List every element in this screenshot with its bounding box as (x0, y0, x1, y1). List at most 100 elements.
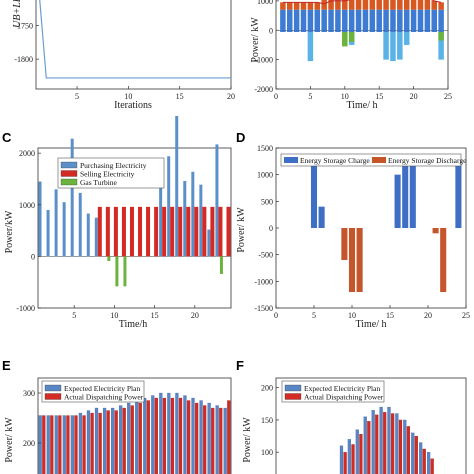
bar-purchasing (70, 138, 74, 257)
x-tick-label: 10 (341, 92, 349, 101)
bar-selling (194, 206, 199, 257)
bar-plan (94, 407, 99, 474)
bar-segment-blue (280, 9, 286, 31)
panel-b-xlabel: Time/ h (346, 100, 377, 111)
panel-e-ylabel: Power/ kW (4, 417, 15, 463)
bar-neg-cyan (403, 32, 410, 45)
y-tick-label: 100 (261, 448, 273, 457)
y-tick-label: -1750 (14, 22, 33, 31)
bar-segment-blue (410, 9, 417, 31)
bar-segment-blue (293, 9, 300, 31)
bar-actual (359, 434, 363, 474)
bar-actual (154, 397, 159, 474)
bar-gas-turbine (219, 256, 223, 274)
bar-neg-blue (438, 30, 444, 33)
x-tick-label: 20 (227, 92, 235, 101)
panel-f-frame (275, 377, 467, 474)
bar-neg-blue (300, 30, 307, 33)
bar-neg-blue (403, 30, 410, 33)
bar-neg-cyan (390, 32, 396, 62)
bar-actual (367, 421, 371, 474)
bar-segment-orange (410, 0, 417, 10)
x-tick-label: 25 (444, 92, 452, 101)
bar-selling (202, 206, 207, 257)
bar-actual (50, 415, 54, 474)
bar-selling (129, 206, 134, 257)
bar-purchasing (167, 156, 171, 257)
bar-plan (215, 405, 219, 474)
bar-actual (203, 405, 207, 474)
bar-neg-blue (376, 30, 382, 33)
bar-segment-blue (307, 9, 314, 31)
bar-purchasing (191, 171, 195, 257)
x-tick-label: 20 (191, 311, 199, 320)
bar-plan (207, 402, 211, 474)
bar-actual (138, 402, 142, 474)
legend-label: Actual Dispatching Power (304, 393, 384, 402)
bar-segment-orange (438, 2, 444, 10)
x-tick-label: 10 (348, 311, 356, 320)
x-tick-label: 15 (151, 311, 159, 320)
bar-segment-blue (383, 9, 389, 31)
y-tick-label: 1500 (257, 144, 273, 153)
bar-segment-blue (348, 9, 355, 31)
bar-neg-blue (348, 30, 355, 33)
bar-segment-blue (390, 9, 396, 31)
bar-plan (62, 415, 66, 474)
x-tick-label: 5 (312, 311, 316, 320)
bar-segment-blue (355, 9, 362, 31)
bar-plan (339, 445, 344, 474)
panel-a: -1750 -1800 5 10 15 20 UB+LB Iterations (12, 0, 235, 111)
bar-actual (74, 415, 78, 474)
bar-plan (387, 406, 391, 474)
panel-f: F 200 150 100 Expected Electricity PlanAct… (236, 358, 467, 474)
bar-segment-orange (335, 0, 341, 10)
bar-neg-blue (417, 30, 424, 33)
bar-plan (86, 410, 91, 474)
bar-plan (135, 400, 139, 474)
legend-label: Energy Storage Charge (300, 156, 370, 165)
bar-actual (66, 415, 70, 474)
bar-selling (121, 206, 126, 257)
bar-actual (42, 415, 46, 474)
panel-e-letter: E (2, 358, 11, 373)
bar-segment-orange (321, 0, 327, 10)
bar-selling (97, 206, 102, 257)
bar-selling (218, 206, 223, 257)
bar-segment-blue (300, 9, 307, 31)
bar-purchasing (183, 181, 187, 257)
x-tick-label: 25 (462, 311, 470, 320)
bar-neg-green (348, 32, 355, 42)
bar-neg-green (342, 32, 348, 47)
bar-actual (58, 415, 62, 474)
bar-actual (130, 405, 134, 474)
bar-actual (398, 419, 403, 474)
load-curve (282, 0, 442, 5)
bar-actual (351, 444, 355, 474)
bar-selling (226, 206, 231, 257)
panel-d-letter: D (236, 130, 245, 145)
bar-selling (186, 206, 191, 257)
panel-e-frame (37, 377, 232, 474)
y-tick-label: 500 (261, 197, 273, 206)
panel-d-xlabel: Time/ h (355, 319, 386, 330)
bar-neg-blue (342, 30, 348, 33)
x-tick-label: 15 (386, 311, 394, 320)
x-tick-label: 5 (308, 92, 312, 101)
legend-label: Purchasing Electricity (80, 161, 147, 170)
legend-box (41, 380, 145, 403)
bar-neg-blue (369, 30, 376, 33)
bar-segment-orange (376, 0, 382, 10)
y-tick-label: -2000 (254, 85, 273, 94)
y-tick-label: -1000 (254, 277, 273, 286)
bar-segment-orange (293, 2, 300, 10)
bar-actual (430, 458, 434, 474)
legend-swatch (60, 170, 78, 177)
bar-segment-orange (397, 0, 403, 10)
legend-swatch (44, 393, 62, 400)
bar-actual (414, 435, 418, 474)
bar-selling (154, 206, 159, 257)
